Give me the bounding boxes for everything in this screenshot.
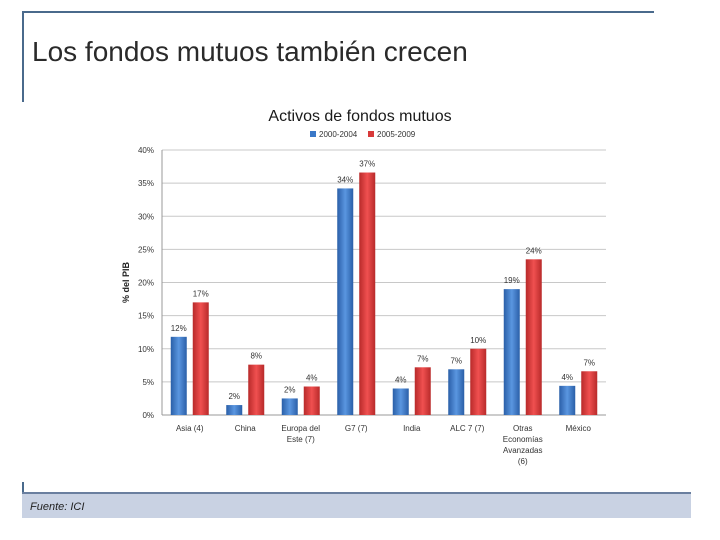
data-label: 12% bbox=[171, 324, 187, 333]
x-tick-label: Avanzadas bbox=[503, 446, 542, 455]
y-tick-label: 15% bbox=[138, 312, 154, 321]
footer-left-line bbox=[22, 482, 24, 492]
bar-series1 bbox=[281, 398, 298, 415]
data-label: 7% bbox=[417, 354, 429, 363]
y-tick-label: 35% bbox=[138, 179, 154, 188]
data-label: 4% bbox=[306, 374, 318, 383]
frame-top-line bbox=[22, 11, 654, 13]
bar-series2 bbox=[303, 386, 320, 415]
data-label: 7% bbox=[450, 356, 462, 365]
frame-left-line bbox=[22, 11, 24, 102]
data-label: 17% bbox=[193, 289, 209, 298]
bar-series1 bbox=[392, 388, 409, 415]
chart-title: Activos de fondos mutuos bbox=[268, 108, 452, 125]
bar-series2 bbox=[359, 172, 376, 415]
x-tick-label: Este (7) bbox=[287, 435, 315, 444]
x-tick-label: China bbox=[235, 424, 256, 433]
data-label: 2% bbox=[228, 392, 240, 401]
x-tick-label: (6) bbox=[518, 457, 528, 466]
data-label: 4% bbox=[561, 373, 573, 382]
data-label: 37% bbox=[359, 160, 375, 169]
slide-title: Los fondos mutuos también crecen bbox=[32, 36, 468, 67]
x-tick-label: G7 (7) bbox=[345, 424, 368, 433]
bar-series1 bbox=[337, 188, 354, 415]
bar-series1 bbox=[503, 289, 520, 415]
bar-series2 bbox=[414, 367, 431, 415]
data-label: 24% bbox=[526, 246, 542, 255]
data-label: 4% bbox=[395, 376, 407, 385]
bar-series2 bbox=[581, 371, 598, 415]
x-tick-label: ALC 7 (7) bbox=[450, 424, 485, 433]
y-tick-label: 10% bbox=[138, 345, 154, 354]
x-tick-label: Asia (4) bbox=[176, 424, 204, 433]
data-label: 19% bbox=[504, 276, 520, 285]
data-label: 8% bbox=[250, 352, 262, 361]
legend-label: 2005-2009 bbox=[377, 130, 416, 139]
bar-series1 bbox=[170, 336, 187, 415]
bar-series2 bbox=[525, 259, 542, 415]
x-tick-label: Economías bbox=[503, 435, 543, 444]
bar-series2 bbox=[192, 302, 209, 415]
data-label: 10% bbox=[470, 336, 486, 345]
bar-series1 bbox=[226, 405, 243, 415]
data-label: 2% bbox=[284, 385, 296, 394]
x-tick-label: India bbox=[403, 424, 421, 433]
y-tick-label: 40% bbox=[138, 146, 154, 155]
bar-series1 bbox=[559, 385, 576, 415]
bar-series2 bbox=[248, 364, 265, 415]
y-tick-label: 25% bbox=[138, 245, 154, 254]
legend-label: 2000-2004 bbox=[319, 130, 358, 139]
bar-series1 bbox=[448, 369, 465, 415]
y-tick-label: 0% bbox=[142, 411, 154, 420]
legend-swatch bbox=[368, 131, 374, 137]
legend-swatch bbox=[310, 131, 316, 137]
x-tick-label: Europa del bbox=[281, 424, 320, 433]
data-label: 7% bbox=[583, 358, 595, 367]
data-label: 34% bbox=[337, 175, 353, 184]
y-tick-label: 20% bbox=[138, 279, 154, 288]
x-tick-label: México bbox=[566, 424, 592, 433]
bar-series2 bbox=[470, 348, 487, 415]
y-axis-label: % del PIB bbox=[121, 261, 131, 303]
source-note: Fuente: ICI bbox=[30, 501, 85, 513]
y-tick-label: 5% bbox=[142, 378, 154, 387]
y-tick-label: 30% bbox=[138, 212, 154, 221]
x-tick-label: Otras bbox=[513, 424, 533, 433]
footer-bar: Fuente: ICI bbox=[22, 492, 691, 518]
